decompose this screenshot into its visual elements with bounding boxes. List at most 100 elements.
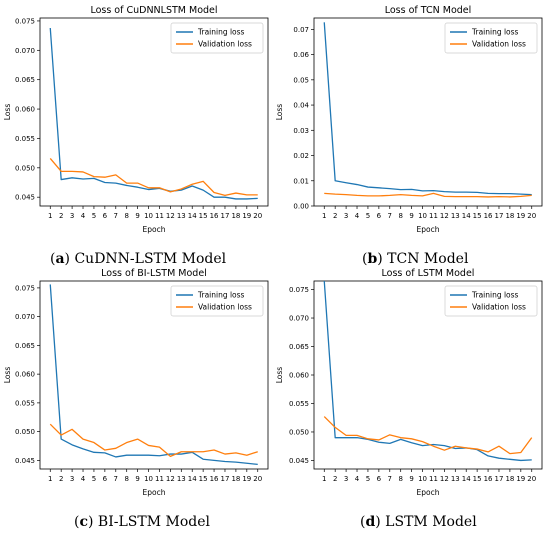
y-tick-label: 0.07 — [293, 26, 309, 34]
x-tick-label: 11 — [429, 475, 438, 483]
y-tick-label: 0.06 — [293, 51, 309, 59]
caption-b: (b) TCN Model — [362, 251, 469, 267]
x-tick-label: 13 — [177, 212, 186, 220]
x-tick-label: 10 — [144, 212, 153, 220]
caption-a: (a) CuDNN-LSTM Model — [50, 251, 227, 267]
x-tick-label: 2 — [59, 212, 63, 220]
y-tick-label: 0.045 — [15, 194, 35, 202]
x-tick-label: 17 — [495, 212, 504, 220]
y-tick-label: 0.050 — [15, 164, 35, 172]
x-tick-label: 11 — [429, 212, 438, 220]
x-tick-label: 9 — [135, 475, 139, 483]
x-tick-label: 1 — [322, 212, 326, 220]
x-tick-label: 5 — [366, 475, 370, 483]
x-tick-label: 7 — [388, 212, 392, 220]
y-tick-label: 0.065 — [15, 76, 35, 84]
y-tick-label: 0.01 — [293, 177, 309, 185]
validation-loss-line — [323, 416, 533, 455]
training-loss-line — [49, 27, 258, 200]
x-tick-label: 9 — [409, 212, 413, 220]
x-tick-label: 12 — [440, 475, 449, 483]
x-tick-label: 5 — [92, 475, 96, 483]
x-tick-label: 18 — [231, 475, 240, 483]
x-tick-label: 3 — [70, 212, 74, 220]
validation-loss-line — [324, 192, 532, 198]
x-tick-label: 10 — [418, 475, 427, 483]
x-tick-label: 15 — [199, 212, 208, 220]
y-tick-label: 0.050 — [289, 428, 309, 436]
x-tick-label: 4 — [81, 212, 86, 220]
x-tick-label: 5 — [92, 212, 96, 220]
x-tick-label: 14 — [188, 212, 197, 220]
x-tick-label: 17 — [221, 475, 230, 483]
x-tick-label: 12 — [166, 212, 175, 220]
x-tick-label: 12 — [440, 212, 449, 220]
x-tick-label: 7 — [388, 475, 392, 483]
y-tick-label: 0.065 — [289, 343, 309, 351]
y-tick-label: 0.060 — [15, 371, 35, 379]
x-tick-label: 14 — [188, 475, 197, 483]
x-tick-label: 4 — [355, 475, 360, 483]
x-tick-label: 7 — [114, 475, 118, 483]
y-tick-label: 0.04 — [293, 102, 309, 110]
x-tick-label: 16 — [210, 212, 219, 220]
legend-box — [444, 22, 538, 54]
y-tick-label: 0.055 — [15, 135, 35, 143]
y-tick-label: 0.055 — [15, 399, 35, 407]
legend-label-validation: Validation loss — [472, 303, 526, 312]
x-tick-label: 6 — [103, 212, 108, 220]
x-tick-label: 2 — [333, 475, 337, 483]
x-tick-label: 4 — [355, 212, 360, 220]
x-tick-label: 5 — [366, 212, 370, 220]
legend-label-validation: Validation loss — [198, 303, 252, 312]
x-tick-label: 1 — [322, 475, 326, 483]
legend-box — [170, 285, 264, 317]
x-tick-label: 1 — [48, 475, 52, 483]
y-tick-label: 0.070 — [15, 313, 35, 321]
chart-title: Loss of TCN Model — [385, 5, 472, 16]
legend-label-training: Training loss — [471, 28, 519, 37]
x-tick-label: 18 — [231, 212, 240, 220]
x-tick-label: 15 — [199, 475, 208, 483]
x-tick-label: 6 — [377, 475, 382, 483]
y-tick-label: 0.065 — [15, 342, 35, 350]
y-tick-label: 0.045 — [15, 457, 35, 465]
x-axis-label: Epoch — [417, 225, 440, 234]
legend-label-validation: Validation loss — [198, 40, 252, 49]
y-tick-label: 0.075 — [15, 17, 35, 25]
x-tick-label: 20 — [253, 475, 262, 483]
x-tick-label: 13 — [451, 475, 460, 483]
x-tick-label: 14 — [462, 475, 471, 483]
caption-d: (d) LSTM Model — [360, 514, 477, 530]
x-tick-label: 8 — [124, 212, 128, 220]
x-axis-label: Epoch — [143, 488, 166, 497]
x-tick-label: 17 — [221, 212, 230, 220]
y-tick-label: 0.00 — [293, 203, 309, 211]
x-tick-label: 16 — [210, 475, 219, 483]
x-tick-label: 12 — [166, 475, 175, 483]
y-tick-label: 0.075 — [15, 284, 35, 292]
y-tick-label: 0.02 — [293, 152, 309, 160]
legend-box — [444, 285, 538, 317]
x-tick-label: 19 — [242, 212, 251, 220]
x-tick-label: 18 — [505, 475, 514, 483]
x-tick-label: 6 — [103, 475, 108, 483]
x-tick-label: 15 — [473, 475, 482, 483]
chart-title: Loss of BI-LSTM Model — [101, 268, 207, 279]
x-tick-label: 10 — [418, 212, 427, 220]
training-loss-line — [49, 284, 258, 466]
y-tick-label: 0.070 — [15, 47, 35, 55]
x-tick-label: 18 — [505, 212, 514, 220]
y-tick-label: 0.05 — [293, 76, 309, 84]
y-axis-label: Loss — [275, 367, 284, 384]
validation-loss-line — [49, 157, 258, 197]
legend-label-training: Training loss — [197, 291, 245, 300]
x-tick-label: 11 — [155, 475, 164, 483]
x-tick-label: 2 — [59, 475, 63, 483]
validation-loss-line — [49, 423, 258, 458]
x-tick-label: 8 — [124, 475, 128, 483]
